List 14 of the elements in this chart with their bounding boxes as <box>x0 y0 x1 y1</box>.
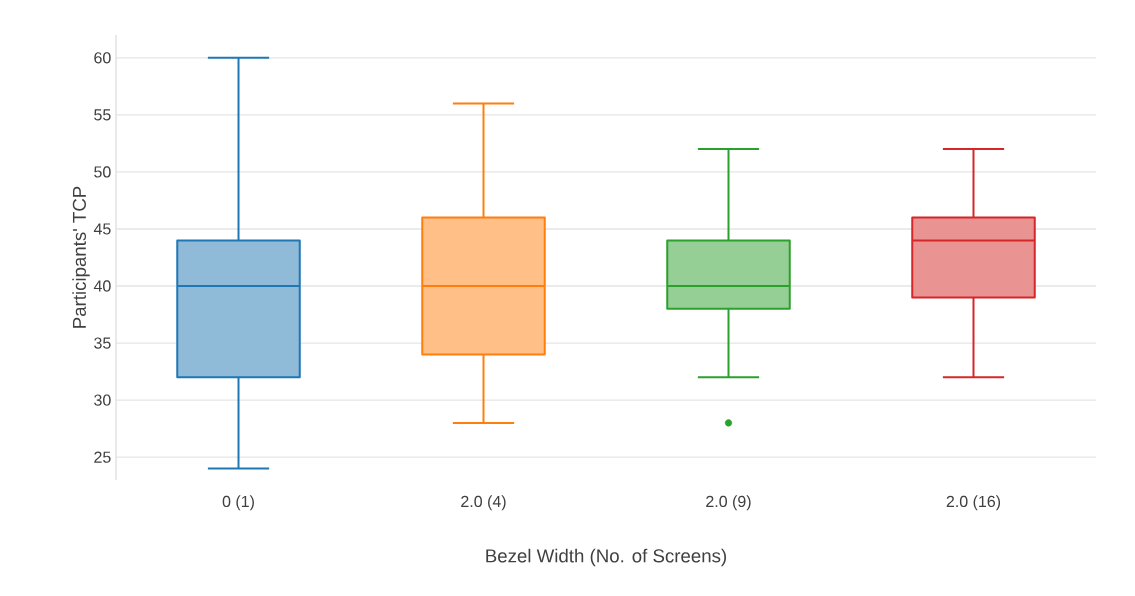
y-tick-label: 30 <box>94 394 111 406</box>
x-tick-label: 0 (1) <box>222 495 254 511</box>
y-tick-label: 35 <box>94 337 111 349</box>
y-tick-label: 60 <box>94 52 111 64</box>
y-tick-label: 45 <box>93 223 111 235</box>
y-tick-label: 40 <box>93 280 111 292</box>
y-axis-title: Participants' TCP <box>72 186 90 328</box>
x-axis-title: Bezel Width (No. of Screens) <box>486 548 727 567</box>
x-tick-label: 2.0 (16) <box>946 495 1001 511</box>
x-tick-label: 2.0 (4) <box>461 495 506 511</box>
y-tick-label: 55 <box>94 109 111 121</box>
y-tick-label: 50 <box>94 166 111 178</box>
x-tick-label: 2.0 (9) <box>706 495 751 511</box>
y-tick-label: 25 <box>94 451 111 463</box>
